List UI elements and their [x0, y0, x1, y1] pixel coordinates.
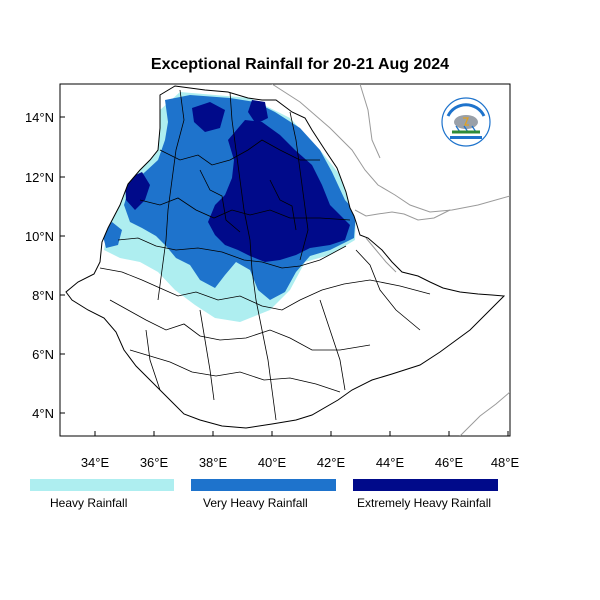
x-tick-label: 48°E [491, 455, 520, 470]
y-axis-labels: 14°N 12°N 10°N 8°N 6°N 4°N [25, 110, 54, 421]
x-tick-label: 38°E [199, 455, 228, 470]
neighbor-borders [271, 84, 510, 436]
y-tick-label: 14°N [25, 110, 54, 125]
extreme-rainfall-area [125, 100, 350, 262]
meteorology-agency-logo-icon [441, 97, 491, 147]
legend-label-very-heavy: Very Heavy Rainfall [203, 496, 308, 510]
y-tick-label: 12°N [25, 170, 54, 185]
x-tick-label: 36°E [140, 455, 169, 470]
legend-swatch-very-heavy [191, 479, 336, 491]
legend-label-extreme: Extremely Heavy Rainfall [357, 496, 492, 510]
x-tick-label: 42°E [317, 455, 346, 470]
y-tick-label: 10°N [25, 229, 54, 244]
axis-ticks [60, 116, 509, 436]
x-tick-label: 34°E [81, 455, 110, 470]
map-title: Exceptional Rainfall for 20-21 Aug 2024 [150, 56, 450, 73]
legend-label-heavy: Heavy Rainfall [50, 496, 128, 510]
rainfall-layer [102, 92, 356, 322]
legend-swatch-extreme [353, 479, 498, 491]
y-tick-label: 4°N [32, 406, 54, 421]
admin-borders [99, 89, 431, 421]
y-tick-label: 8°N [32, 288, 54, 303]
country-border [65, 85, 506, 429]
x-tick-label: 46°E [435, 455, 464, 470]
x-tick-label: 44°E [376, 455, 405, 470]
x-axis-labels: 34°E 36°E 38°E 40°E 42°E 44°E 46°E 48°E [81, 455, 520, 470]
y-tick-label: 6°N [32, 347, 54, 362]
legend-swatch-heavy [30, 479, 174, 491]
x-tick-label: 40°E [258, 455, 287, 470]
